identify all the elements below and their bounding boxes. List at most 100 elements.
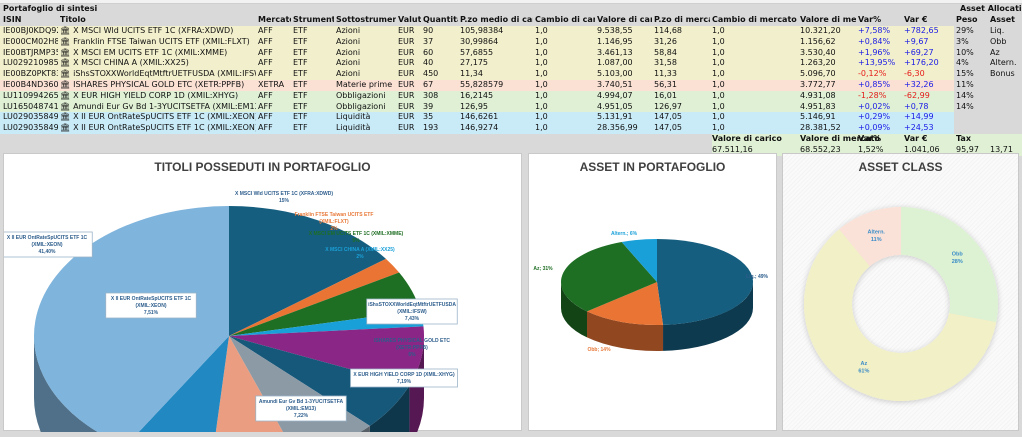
cell-titolo[interactable]: 🏛 Franklin FTSE Taiwan UCITS ETF (XMIL:FL… <box>60 37 256 48</box>
cell-titolo[interactable]: 🏛 X MSCI Wld UCITS ETF 1C (XFRA:XDWD) <box>60 26 256 37</box>
cell-titolo[interactable]: 🏛 Amundi Eur Gv Bd 1-3YUCITSETFA (XMIL:EM… <box>60 102 256 113</box>
cell-peso[interactable] <box>956 112 988 123</box>
cell-peso[interactable]: 14% <box>956 90 974 100</box>
cell-peso[interactable]: 3% <box>956 36 969 46</box>
cell-val_c[interactable]: 28.356,99 <box>597 123 638 133</box>
table-row[interactable]: IE000CM02H85🏛Franklin FTSE Taiwan UCITS … <box>0 36 1022 48</box>
cell-var_pct[interactable]: +0,02% <box>858 101 891 111</box>
cell-pzm[interactable]: 58,84 <box>654 47 677 57</box>
cell-isin[interactable]: IE00BTJRMP35 <box>3 47 58 57</box>
cell-isin[interactable]: LU0290358497 <box>3 112 58 122</box>
column-header[interactable]: Valore di carico <box>597 15 652 24</box>
cell-valuta[interactable]: EUR <box>398 69 415 79</box>
cell-val_c[interactable]: 4.994,07 <box>597 90 633 100</box>
column-header[interactable]: P.zo medio di carico <box>460 15 533 24</box>
cell-qta[interactable]: 450 <box>423 69 439 79</box>
cell-titolo[interactable]: 🏛 X MSCI CHINA A (XMIL:XX25) <box>60 58 256 69</box>
cell-pzm[interactable]: 147,05 <box>654 123 682 133</box>
cell-isin[interactable]: LU1109942653 <box>3 90 58 100</box>
cell-valuta[interactable]: EUR <box>398 101 415 111</box>
cell-var_pct[interactable]: +0,29% <box>858 112 891 122</box>
cell-cambio_c[interactable]: 1,0 <box>535 36 548 46</box>
cell-titolo[interactable]: 🏛 X MSCI EM UCITS ETF 1C (XMIL:XMME) <box>60 48 256 59</box>
cell-sotto[interactable]: Obbligazioni <box>336 90 386 100</box>
cell-mercato[interactable]: AFF <box>258 26 273 35</box>
cell-isin[interactable]: IE00B4ND3602 <box>3 80 58 89</box>
totals-value[interactable]: 95,97 <box>956 144 979 154</box>
cell-mercato[interactable]: AFF <box>258 123 273 133</box>
column-header[interactable]: Quantità <box>423 15 458 24</box>
table-row[interactable]: LU1650487413 🏛 Amundi Eur Gv Bd 1-3YUCITSE… <box>0 101 1022 113</box>
cell-qta[interactable]: 40 <box>423 58 434 68</box>
cell-qta[interactable]: 39 <box>423 101 434 111</box>
cell-sotto[interactable]: Liquidità <box>336 123 371 133</box>
alloc-asset[interactable]: Obb <box>990 36 1007 46</box>
cell-var_pct[interactable]: +0,84% <box>858 36 891 46</box>
cell-pzm[interactable]: 114,68 <box>654 26 682 35</box>
cell-titolo[interactable]: 🏛 iShsSTOXXWorldEqtMtftrUETFUSDA (XMIL:IF… <box>60 69 256 80</box>
cell-cambio_m[interactable]: 1,0 <box>712 69 725 79</box>
totals-value[interactable]: 1.041,06 <box>904 144 940 154</box>
table-row[interactable]: LU0290358497 🏛 X II EUR OntRateSpUCITS ETF… <box>0 123 1022 134</box>
cell-cambio_m[interactable]: 1,0 <box>712 47 725 57</box>
cell-cambio_c[interactable]: 1,0 <box>535 69 548 79</box>
cell-valuta[interactable]: EUR <box>398 80 415 89</box>
column-header[interactable]: Cambio di carico <box>535 15 595 24</box>
cell-valuta[interactable]: EUR <box>398 90 415 100</box>
cell-val_m[interactable]: 28.381,52 <box>800 123 841 133</box>
cell-strumento[interactable]: ETF <box>293 58 308 68</box>
cell-strumento[interactable]: ETF <box>293 80 308 89</box>
cell-val_m[interactable]: 3.530,40 <box>800 47 836 57</box>
cell-mercato[interactable]: AFF <box>258 47 273 57</box>
cell-var_eur[interactable]: -62,99 <box>904 90 930 100</box>
cell-pmc[interactable]: 30,99864 <box>460 36 499 46</box>
cell-strumento[interactable]: ETF <box>293 101 308 111</box>
cell-mercato[interactable]: AFF <box>258 90 273 100</box>
column-header[interactable]: Titolo <box>60 15 86 24</box>
cell-valuta[interactable]: EUR <box>398 36 415 46</box>
cell-mercato[interactable]: AFF <box>258 58 273 68</box>
alloc-asset[interactable]: Az <box>990 47 1000 57</box>
cell-titolo[interactable]: 🏛 ISHARES PHYSICAL GOLD ETC (XETR:PPFB) <box>60 80 256 91</box>
cell-pzm[interactable]: 147,05 <box>654 112 682 122</box>
table-row[interactable]: IE00B4ND3602 🏛 ISHARES PHYSICAL GOLD ETC (… <box>0 80 1022 91</box>
cell-val_m[interactable]: 4.931,08 <box>800 90 836 100</box>
column-header[interactable]: Var% <box>858 15 882 24</box>
cell-val_m[interactable]: 10.321,20 <box>800 26 841 35</box>
cell-pzm[interactable]: 16,01 <box>654 90 677 100</box>
cell-strumento[interactable]: ETF <box>293 36 308 46</box>
cell-var_eur[interactable]: -6,30 <box>904 69 925 79</box>
cell-strumento[interactable]: ETF <box>293 26 308 35</box>
cell-pzm[interactable]: 11,33 <box>654 69 677 79</box>
column-header[interactable]: Mercato <box>258 15 291 24</box>
table-row[interactable]: IE00BJ0KDQ92 🏛 X MSCI Wld UCITS ETF 1C (XF… <box>0 26 1022 37</box>
cell-var_pct[interactable]: +0,09% <box>858 123 891 133</box>
cell-cambio_c[interactable]: 1,0 <box>535 123 548 133</box>
cell-valuta[interactable]: EUR <box>398 112 415 122</box>
table-row[interactable]: IE00BZ0PKT83 🏛 iShsSTOXXWorldEqtMtftrUETFU… <box>0 69 1022 80</box>
column-header[interactable]: Cambio di mercato <box>712 15 797 24</box>
cell-sotto[interactable]: Azioni <box>336 58 361 68</box>
cell-val_m[interactable]: 4.951,83 <box>800 101 836 111</box>
totals-value[interactable]: 1,52% <box>858 144 884 154</box>
cell-sotto[interactable]: Azioni <box>336 47 361 57</box>
cell-pmc[interactable]: 16,2145 <box>460 90 494 100</box>
cell-val_c[interactable]: 5.131,91 <box>597 112 633 122</box>
cell-valuta[interactable]: EUR <box>398 47 415 57</box>
cell-var_pct[interactable]: +7,58% <box>858 26 891 35</box>
cell-pmc[interactable]: 55,828579 <box>460 80 504 89</box>
cell-qta[interactable]: 193 <box>423 123 439 133</box>
cell-mercato[interactable]: XETRA <box>258 80 285 89</box>
cell-cambio_m[interactable]: 1,0 <box>712 36 725 46</box>
column-header[interactable]: Valuta <box>398 15 421 24</box>
alloc-asset[interactable]: Altern. <box>990 58 1017 68</box>
cell-valuta[interactable]: EUR <box>398 26 415 35</box>
cell-val_m[interactable]: 3.772,77 <box>800 80 836 89</box>
cell-mercato[interactable]: AFF <box>258 101 273 111</box>
cell-cambio_m[interactable]: 1,0 <box>712 101 725 111</box>
column-header[interactable]: Valore di mercato € <box>800 15 856 24</box>
table-row[interactable]: LU0290358497 🏛 X II EUR OntRateSpUCITS ETF… <box>0 112 1022 124</box>
cell-strumento[interactable]: ETF <box>293 69 308 79</box>
cell-val_m[interactable]: 1.156,62 <box>800 36 836 46</box>
cell-val_m[interactable]: 5.146,91 <box>800 112 836 122</box>
